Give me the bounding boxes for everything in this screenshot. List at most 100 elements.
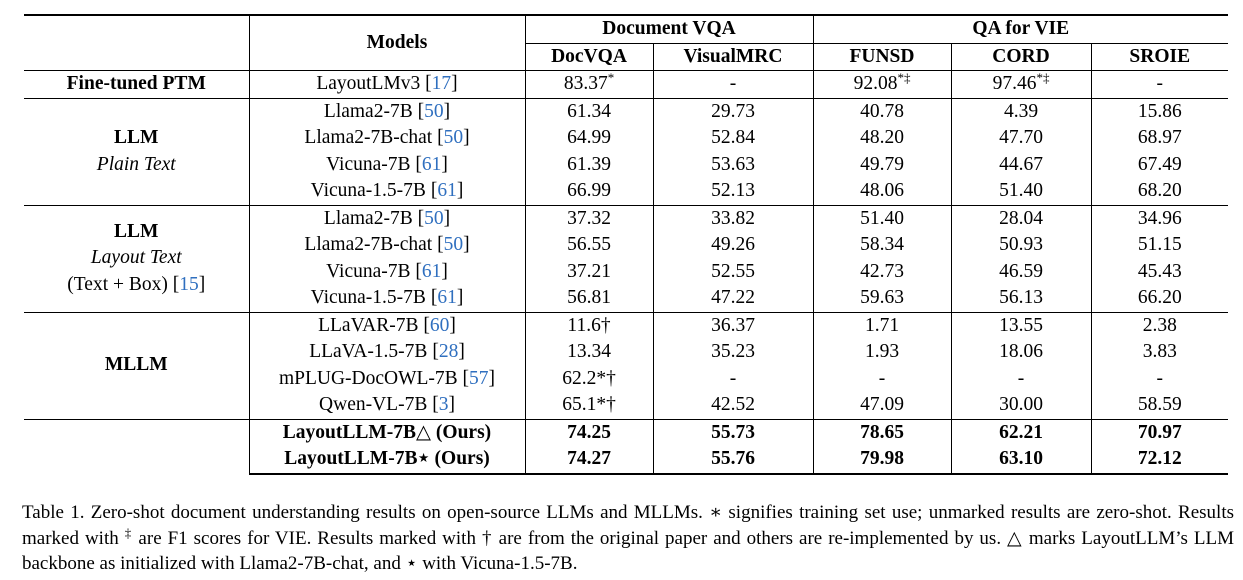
cell-funsd: 48.20 [813, 125, 952, 152]
table-row: Vicuna-1.5-7B [61] 56.81 47.22 59.63 56.… [24, 285, 1228, 312]
cell-visualmrc: 42.52 [653, 392, 814, 419]
cell-sroie: 51.15 [1137, 234, 1182, 255]
cell-visualmrc: 52.55 [653, 258, 814, 285]
table-row: MLLM LLaVAR-7B [60] 11.6† 36.37 1.71 13.… [24, 311, 1228, 419]
cell-docvqa: 37.32 [525, 204, 654, 232]
cell-cord: 97.46*‡ [951, 70, 1092, 98]
table-caption: Table 1. Zero-shot document understandin… [22, 502, 1234, 574]
cell-docvqa: 64.99 [525, 125, 654, 152]
cell-docvqa: 37.21 [525, 258, 654, 285]
models-header: Models [249, 14, 526, 71]
cell-docvqa: 56.55 [525, 232, 654, 259]
table-row: Vicuna-7B [61] 37.21 52.55 42.73 46.59 4… [24, 258, 1228, 285]
cell-sroie: - [1091, 70, 1228, 98]
group-label-finetuned: Fine-tuned PTM [24, 70, 250, 98]
model-name: LLaVA-1.5-7B [28] [249, 339, 526, 366]
cell-sroie: - [1156, 367, 1164, 389]
qa-for-vie-header: QA for VIE [813, 14, 1228, 44]
model-name: LayoutLLM-7B△ (Ours) [249, 418, 526, 446]
cell-cord: 44.67 [951, 151, 1092, 178]
cell-visualmrc: 52.13 [653, 178, 814, 205]
cell-funsd: 40.78 [813, 97, 952, 125]
cell-docvqa: 65.1*† [525, 392, 654, 419]
model-name: LayoutLLM-7B⋆ (Ours) [249, 446, 526, 475]
cell-visualmrc: 35.23 [653, 339, 814, 366]
table-row: Vicuna-1.5-7B [61] 66.99 52.13 48.06 51.… [24, 178, 1228, 205]
model-name: Vicuna-7B [61] [249, 151, 526, 178]
cell-cord: 30.00 [951, 392, 1092, 419]
cell-sroie: 68.97 [1137, 127, 1182, 148]
cell-cord: 13.55 [951, 311, 1092, 339]
table-row: mPLUG-DocOWL-7B [57] 62.2*† - - - - [24, 365, 1228, 392]
table-row: LLM Layout Text (Text + Box) [15] Llama2… [24, 204, 1228, 312]
col-header-sroie: SROIE [1129, 45, 1191, 67]
cell-docvqa: 74.27 [525, 446, 654, 475]
cell-sroie: 70.97 [1091, 418, 1228, 446]
cell-sroie: 67.49 [1137, 153, 1182, 175]
cell-funsd: 1.93 [813, 339, 952, 366]
table-row: Qwen-VL-7B [3] 65.1*† 42.52 47.09 30.00 … [24, 392, 1228, 419]
cell-funsd: 78.65 [813, 418, 952, 446]
cell-funsd: 49.79 [813, 151, 952, 178]
model-name: Llama2-7B [50] [249, 97, 526, 125]
model-name: Vicuna-1.5-7B [61] [249, 285, 526, 312]
cell-visualmrc: 55.73 [653, 418, 814, 446]
header-row-1: Models Document VQA QA for VIE [24, 14, 1228, 71]
cell-docvqa: 62.2*† [525, 365, 654, 392]
cell-funsd: 59.63 [813, 285, 952, 312]
cell-funsd: 42.73 [813, 258, 952, 285]
col-header-visualmrc: VisualMRC [653, 43, 814, 71]
cell-funsd: 92.08*‡ [813, 70, 952, 98]
table-row: Llama2-7B-chat [50] 64.99 52.84 48.20 47… [24, 125, 1228, 152]
cell-visualmrc: 29.73 [653, 97, 814, 125]
cell-visualmrc: 49.26 [653, 232, 814, 259]
cell-cord: 4.39 [951, 97, 1092, 125]
cell-cord: 51.40 [951, 178, 1092, 205]
cell-funsd: - [813, 365, 952, 392]
group-label-llm-layout: LLM Layout Text (Text + Box) [15] [24, 204, 250, 312]
cell-docvqa: 74.25 [525, 418, 654, 446]
model-name: mPLUG-DocOWL-7B [57] [249, 365, 526, 392]
cell-docvqa: 61.39 [525, 151, 654, 178]
cell-sroie: 15.86 [1091, 97, 1228, 125]
cell-cord: 47.70 [951, 125, 1092, 152]
cell-cord: 46.59 [951, 258, 1092, 285]
model-name: Qwen-VL-7B [3] [249, 392, 526, 419]
model-name: Vicuna-1.5-7B [61] [249, 178, 526, 205]
cell-docvqa: 13.34 [525, 339, 654, 366]
table-row: LLaVA-1.5-7B [28] 13.34 35.23 1.93 18.06… [24, 339, 1228, 366]
col-header-docvqa: DocVQA [525, 43, 654, 71]
header-row-2: DocVQA VisualMRC FUNSD CORD SROIE [24, 43, 1228, 71]
model-name: Llama2-7B-chat [50] [249, 125, 526, 152]
cell-cord: 28.04 [951, 204, 1092, 232]
cell-sroie: 72.12 [1091, 446, 1228, 475]
cell-visualmrc: 52.84 [653, 125, 814, 152]
group-label-ours [24, 418, 250, 474]
cell-funsd: 51.40 [813, 204, 952, 232]
col-header-funsd: FUNSD [813, 43, 952, 71]
model-name: Llama2-7B [50] [249, 204, 526, 232]
cell-sroie: 34.96 [1091, 204, 1228, 232]
model-name: LayoutLMv3 [17] [249, 70, 526, 98]
group-label-llm-plain: LLM Plain Text [24, 97, 250, 205]
cell-sroie: 45.43 [1137, 260, 1182, 282]
model-name: LLaVAR-7B [60] [249, 311, 526, 339]
cell-docvqa: 11.6† [525, 311, 654, 339]
cell-funsd: 58.34 [813, 232, 952, 259]
cell-visualmrc: 33.82 [653, 204, 814, 232]
table-row: Vicuna-7B [61] 61.39 53.63 49.79 44.67 6… [24, 151, 1228, 178]
cell-docvqa: 66.99 [525, 178, 654, 205]
cell-sroie: 66.20 [1137, 287, 1182, 308]
cell-docvqa: 83.37* [525, 70, 654, 98]
cell-sroie: 3.83 [1142, 341, 1177, 362]
cell-visualmrc: - [653, 365, 814, 392]
cell-sroie: 68.20 [1137, 180, 1182, 201]
cell-cord: 63.10 [951, 446, 1092, 475]
results-table: Models Document VQA QA for VIE DocVQA Vi… [24, 14, 1228, 475]
table-row: LayoutLLM-7B⋆ (Ours) 74.27 55.76 79.98 6… [24, 446, 1228, 475]
table-row: LLM Plain Text Llama2-7B [50] 61.34 29.7… [24, 97, 1228, 205]
table-row: Fine-tuned PTM LayoutLMv3 [17] 83.37* - … [24, 70, 1228, 98]
cell-visualmrc: 36.37 [653, 311, 814, 339]
group-label-mllm: MLLM [24, 311, 250, 419]
table-row: Llama2-7B-chat [50] 56.55 49.26 58.34 50… [24, 232, 1228, 259]
